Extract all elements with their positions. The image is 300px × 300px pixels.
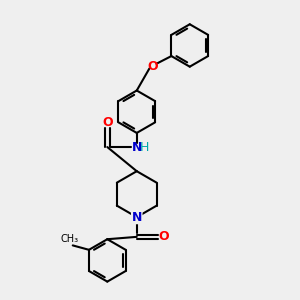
Text: CH₃: CH₃: [60, 234, 78, 244]
Text: O: O: [102, 116, 112, 129]
Text: N: N: [132, 211, 142, 224]
Text: O: O: [158, 230, 169, 243]
Text: N: N: [132, 141, 142, 154]
Text: H: H: [140, 141, 149, 154]
Text: O: O: [148, 60, 158, 73]
